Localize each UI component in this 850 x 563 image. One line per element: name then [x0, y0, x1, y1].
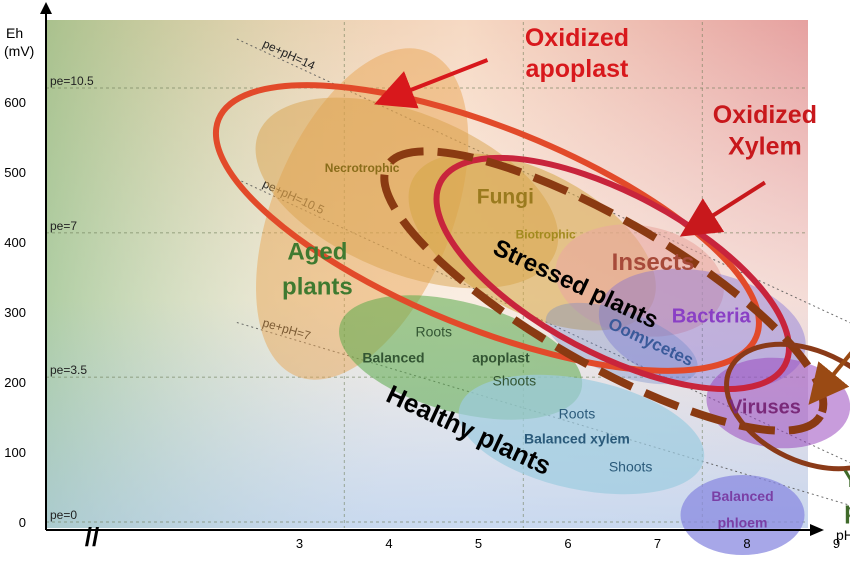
x-tick-label: 4	[385, 536, 392, 551]
region-label: Biotrophic	[516, 228, 576, 242]
annotation-label: Xylem	[728, 133, 802, 161]
ring-oxidized-xylem	[433, 154, 792, 393]
x-tick-labels: 345678910	[296, 536, 840, 551]
y-axis-label-line2: (mV)	[4, 43, 34, 59]
region-label: Viruses	[729, 397, 801, 419]
x-tick-label: 8	[743, 536, 750, 551]
region-label: Balanced	[362, 349, 424, 365]
region-label: Aged	[287, 239, 347, 266]
y-tick-label: 0	[19, 515, 26, 530]
region-label: Fungi	[477, 186, 534, 209]
y-axis-arrow	[40, 2, 52, 14]
y-tick-label: 600	[4, 95, 26, 110]
y-tick-label: 100	[4, 445, 26, 460]
ring-stressed-dashed	[380, 147, 828, 435]
x-tick-label: 9	[833, 536, 840, 551]
x-tick-label: 6	[564, 536, 571, 551]
region-label: Shoots	[493, 373, 537, 389]
annotation-arrow	[808, 351, 850, 405]
region-label: apoplast	[472, 349, 530, 365]
rings	[212, 82, 850, 472]
pe-line-label: pe=7	[50, 219, 77, 233]
y-tick-label: 300	[4, 305, 26, 320]
pe-line-label: pe=10.5	[50, 74, 94, 88]
x-tick-label: 3	[296, 536, 303, 551]
region-label: Insects	[612, 249, 695, 276]
annotation-label: apoplast	[526, 55, 629, 83]
y-tick-label: 200	[4, 375, 26, 390]
pe-line-label: pe=3.5	[50, 363, 87, 377]
x-tick-label: 7	[654, 536, 661, 551]
zone-oomycetes	[545, 302, 698, 385]
region-label: Young	[843, 466, 850, 493]
y-tick-labels: 0 100 200 300 400 500 600	[4, 95, 26, 530]
region-label: Necrotrophic	[325, 161, 400, 175]
zone-balanced-phloem	[680, 475, 805, 555]
ring-oxidized-phloem	[724, 341, 850, 472]
zones	[255, 48, 850, 555]
region-label: Bacteria	[672, 306, 752, 328]
region-label: Shoots	[609, 459, 653, 475]
axes: //	[40, 2, 824, 552]
annotation-arrow	[374, 58, 489, 109]
region-label: plants	[282, 274, 353, 301]
annotation-arrow	[679, 180, 766, 237]
region-label: Roots	[415, 324, 452, 340]
annotation-label: Oxidized	[713, 101, 817, 129]
region-label: Roots	[559, 405, 596, 421]
y-tick-label: 500	[4, 165, 26, 180]
annotations: OxidizedapoplastOxidizedXylemOxidizedphl…	[374, 24, 850, 405]
x-axis-label: pH	[836, 527, 850, 543]
region-label: Balanced xylem	[524, 431, 630, 447]
region-label: Balanced	[711, 488, 773, 504]
axis-break-marker: //	[85, 522, 99, 552]
zone-healthy-xylem	[458, 374, 705, 495]
ring-oxidized-apoplast	[212, 82, 762, 374]
region-label: phloem	[718, 515, 768, 531]
y-tick-label: 400	[4, 235, 26, 250]
x-axis-arrow	[810, 524, 824, 536]
region-label: plants	[844, 498, 850, 525]
annotation-label: Oxidized	[525, 24, 629, 52]
x-tick-label: 5	[475, 536, 482, 551]
y-axis-label-line1: Eh	[6, 25, 23, 41]
pe-line-label: pe=0	[50, 508, 77, 522]
